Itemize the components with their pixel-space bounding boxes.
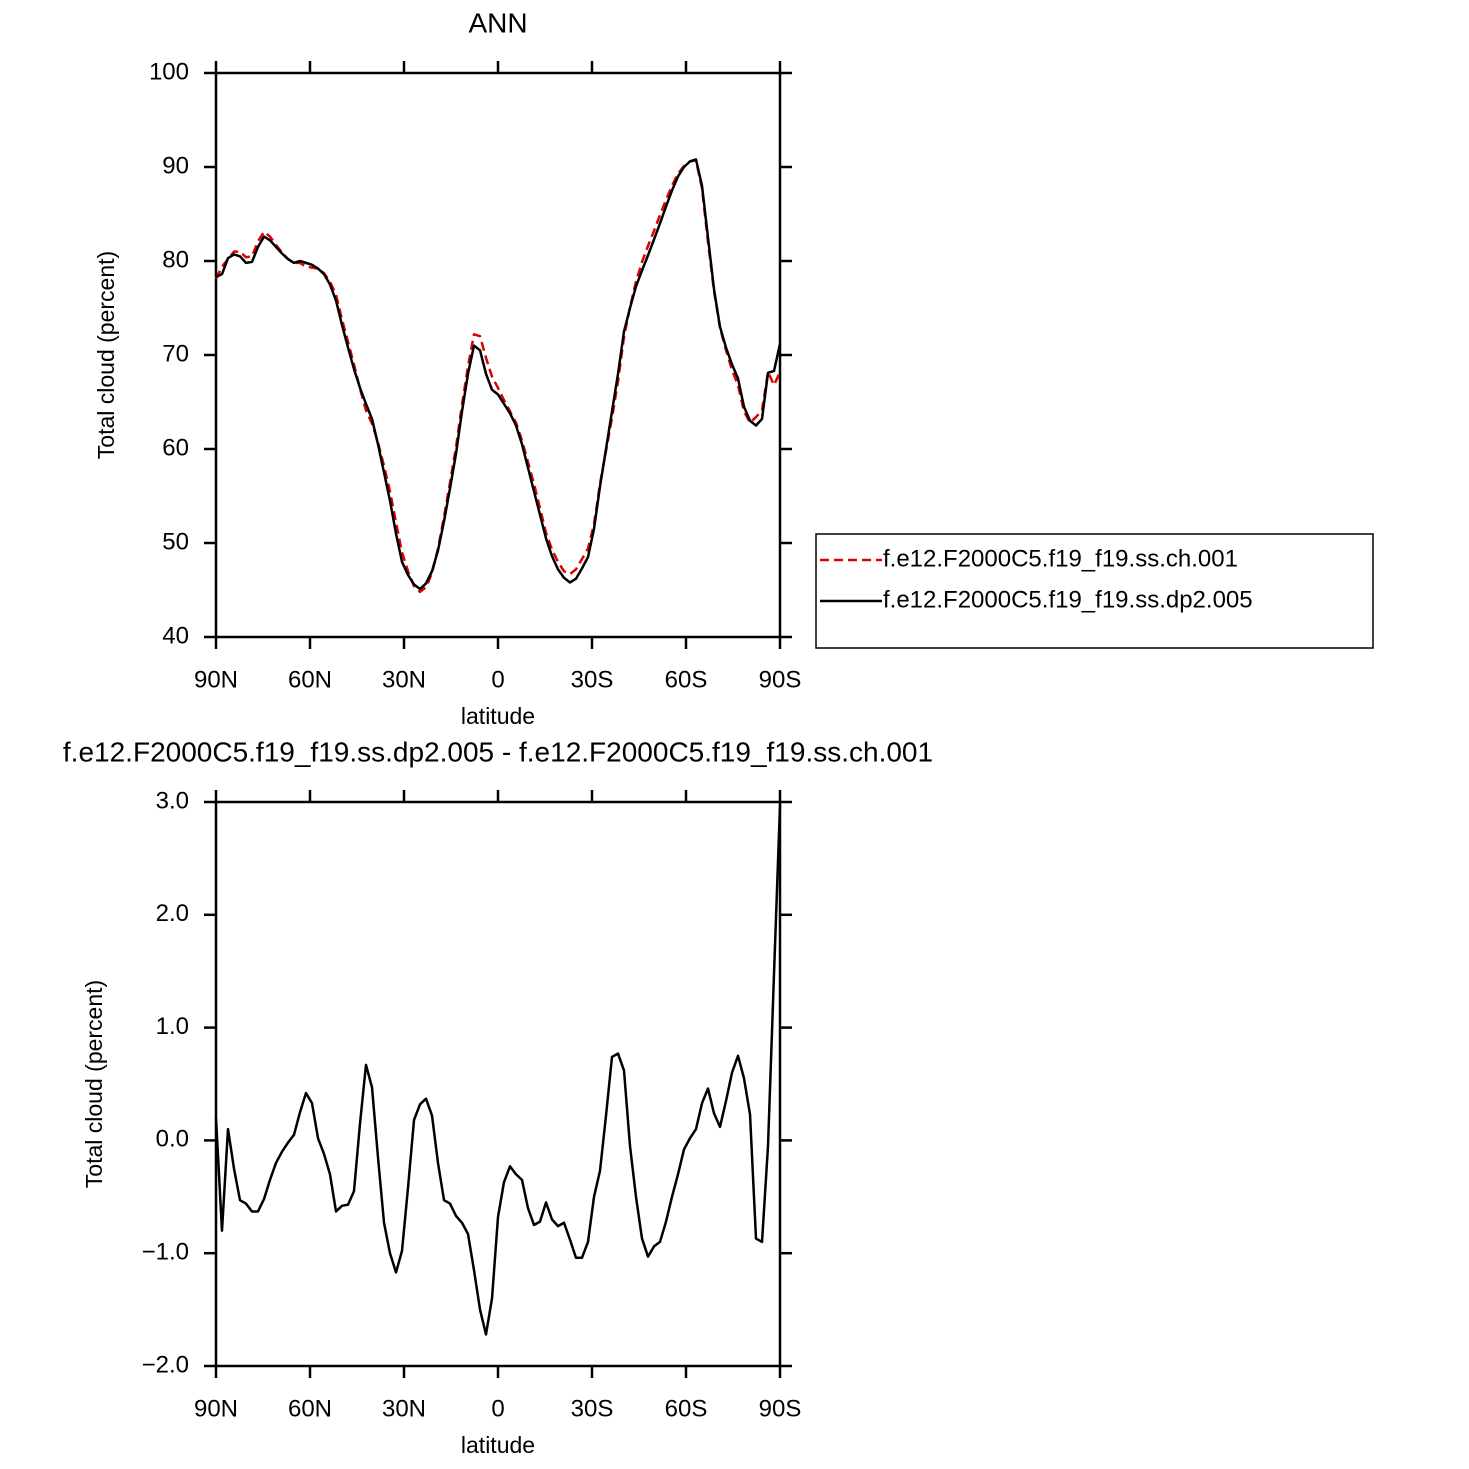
x-axis-label: latitude	[461, 703, 535, 729]
x-tick-label: 60S	[665, 1395, 708, 1422]
y-tick-label: 50	[162, 528, 189, 555]
x-tick-label: 0	[491, 1395, 504, 1422]
legend-label: f.e12.F2000C5.f19_f19.ss.dp2.005	[883, 586, 1253, 613]
x-tick-label: 30N	[382, 666, 426, 693]
x-tick-label: 90S	[759, 1395, 802, 1422]
y-axis-label: Total cloud (percent)	[81, 980, 107, 1188]
x-tick-label: 0	[491, 666, 504, 693]
plot-frame	[214, 800, 782, 1368]
y-tick-label: 3.0	[156, 787, 189, 814]
data-line	[215, 158, 782, 591]
y-tick-label: −1.0	[142, 1239, 189, 1266]
x-tick-label: 90S	[759, 666, 802, 693]
y-tick-label: 100	[149, 58, 189, 85]
y-tick-label: 80	[162, 246, 189, 273]
chart-title: ANN	[468, 7, 527, 38]
data-line	[214, 159, 782, 594]
x-tick-label: 90N	[194, 666, 238, 693]
y-tick-label: 2.0	[156, 900, 189, 927]
y-axis-label: Total cloud (percent)	[93, 251, 119, 459]
x-tick-label: 60S	[665, 666, 708, 693]
x-axis-label: latitude	[461, 1432, 535, 1458]
plot-frame	[214, 71, 782, 639]
x-tick-label: 60N	[288, 1395, 332, 1422]
x-tick-label: 60N	[288, 666, 332, 693]
y-tick-label: −2.0	[142, 1351, 189, 1378]
y-tick-label: 60	[162, 434, 189, 461]
y-tick-label: 0.0	[156, 1126, 189, 1153]
y-tick-label: 70	[162, 340, 189, 367]
y-tick-label: 1.0	[156, 1013, 189, 1040]
legend-label: f.e12.F2000C5.f19_f19.ss.ch.001	[883, 545, 1238, 572]
data-line	[214, 805, 782, 1336]
chart-title: f.e12.F2000C5.f19_f19.ss.dp2.005 - f.e12…	[63, 736, 933, 767]
x-tick-label: 30S	[571, 666, 614, 693]
x-tick-label: 30S	[571, 1395, 614, 1422]
y-tick-label: 40	[162, 622, 189, 649]
legend-box	[815, 533, 1374, 649]
y-tick-label: 90	[162, 152, 189, 179]
x-tick-label: 90N	[194, 1395, 238, 1422]
x-tick-label: 30N	[382, 1395, 426, 1422]
